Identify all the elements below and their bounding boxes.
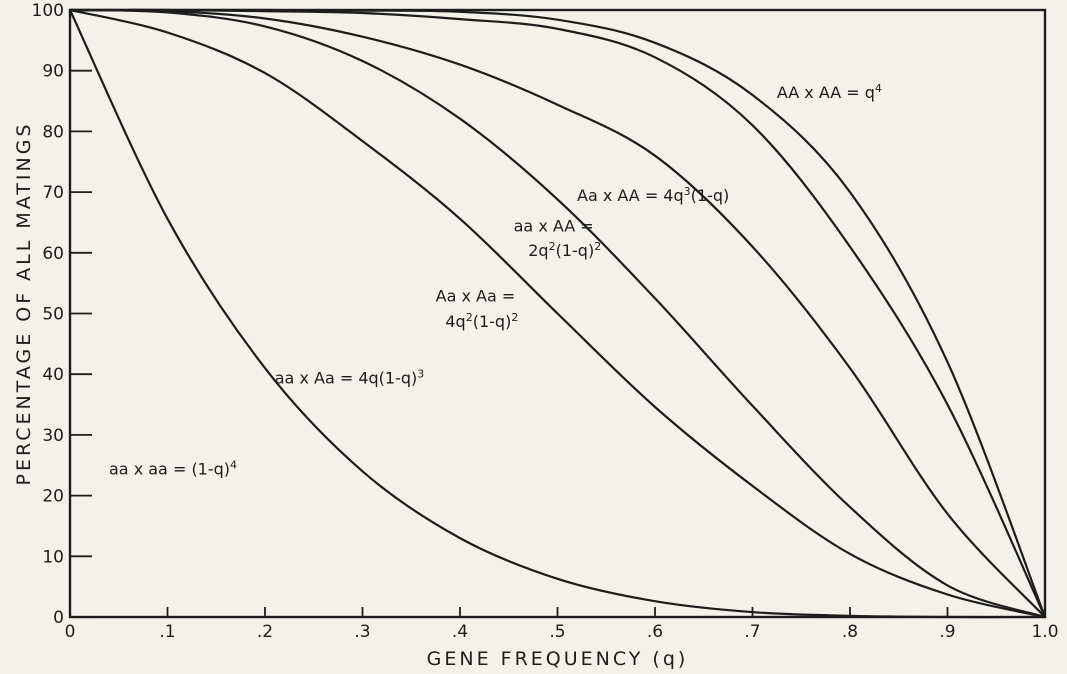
x-tick-label: .4 — [452, 622, 468, 642]
curve-annotation: aa x Aa = 4q(1-q)3 — [275, 367, 425, 388]
curve-annotation: 2q2(1-q)2 — [528, 239, 601, 260]
curve-annotation: Aa x AA = 4q3(1-q) — [577, 185, 729, 206]
y-tick-label: 100 — [32, 1, 64, 21]
x-tick-label: .9 — [939, 622, 955, 642]
y-tick-label: 50 — [42, 305, 64, 325]
series-line-3 — [69, 8, 1046, 619]
series-line-6 — [69, 8, 1047, 618]
y-tick-label: 40 — [42, 365, 64, 385]
y-tick-label: 70 — [42, 183, 64, 203]
y-tick-label: 60 — [42, 244, 64, 264]
x-tick-label: .6 — [647, 622, 663, 642]
series-line-4 — [69, 8, 1046, 618]
y-tick-label: 0 — [53, 608, 64, 628]
series-line-5 — [69, 8, 1047, 618]
y-tick-label: 20 — [42, 487, 64, 507]
x-axis-title: GENE FREQUENCY (q) — [427, 648, 689, 670]
y-tick-label: 80 — [42, 122, 64, 142]
x-tick-label: .8 — [842, 622, 858, 642]
curve-annotation: AA x AA = q4 — [777, 82, 882, 103]
x-tick-label: .7 — [744, 622, 760, 642]
series-line-2 — [69, 8, 1046, 619]
series-line-1 — [69, 9, 1046, 619]
y-tick-label: 10 — [42, 547, 64, 567]
x-tick-label: .2 — [257, 622, 273, 642]
curve-annotation: 4q2(1-q)2 — [445, 310, 518, 331]
curves-group — [69, 8, 1047, 619]
x-tick-label: .3 — [354, 622, 370, 642]
x-tick-label: .5 — [549, 622, 565, 642]
ticks-group: 0 .1 .2 .3 .4 .5 .6 .7 .8 .9 1.0 0 10 20 30 40 50 60 70 80 9… — [32, 1, 1059, 642]
y-axis-title: PERCENTAGE OF ALL MATINGS — [13, 121, 35, 485]
x-tick-label: .1 — [159, 622, 175, 642]
x-tick-label: 0 — [65, 622, 76, 642]
y-tick-label: 30 — [42, 426, 64, 446]
curve-annotation: Aa x Aa = — [436, 286, 516, 305]
curve-annotation: aa x aa = (1-q)4 — [109, 458, 237, 479]
curve-annotation: aa x AA = — [514, 217, 594, 236]
x-tick-label: 1.0 — [1031, 622, 1058, 642]
y-tick-label: 90 — [42, 62, 64, 82]
annotations-group: AA x AA = q4 Aa x AA = 4q3(1-q) aa x AA = 2… — [109, 82, 882, 479]
